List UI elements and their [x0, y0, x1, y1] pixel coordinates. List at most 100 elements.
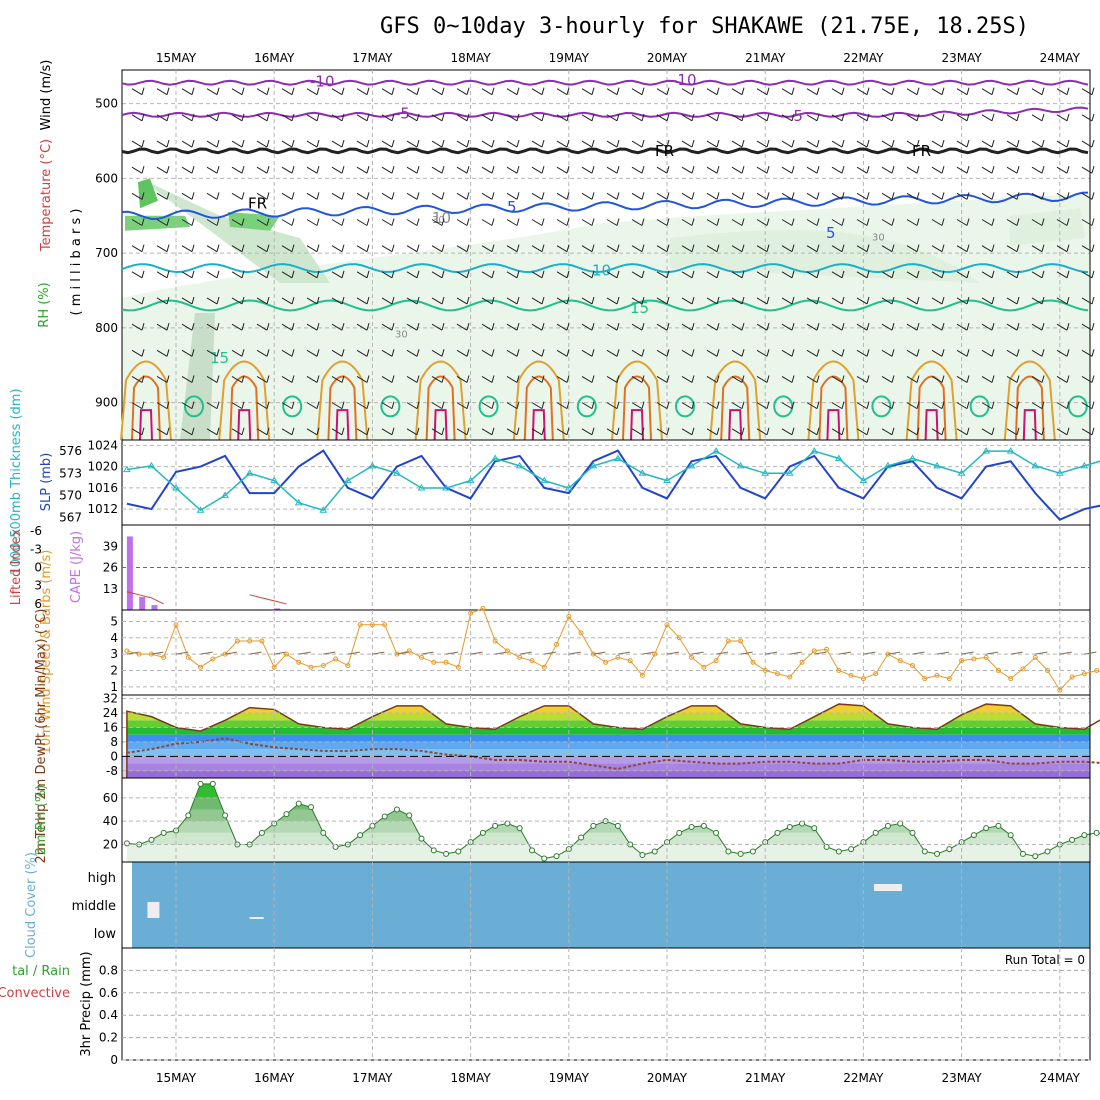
wind-barb [991, 218, 995, 226]
wind-barb [641, 113, 645, 121]
wind-barb [906, 428, 918, 436]
wind-barb [656, 219, 668, 226]
wind-barb [431, 349, 443, 357]
wind-barb [266, 244, 270, 252]
contour-label: 30 [432, 215, 445, 226]
wind-barb [491, 270, 495, 278]
cape-bar [139, 596, 146, 610]
wind10-point [774, 671, 780, 677]
rh-shade-mid [140, 178, 330, 284]
wind-barb [1031, 402, 1043, 410]
date-label-bottom: 21MAY [745, 1071, 786, 1085]
wind-barb [966, 323, 970, 331]
wind10-barb [1010, 651, 1023, 655]
wind-barb [1041, 244, 1045, 252]
wind-barb [216, 323, 220, 331]
wind-barb [556, 88, 568, 96]
wind-barb [281, 376, 293, 383]
wind-barb [781, 114, 793, 122]
wind-barb [166, 270, 170, 278]
wind10-barb [863, 651, 876, 655]
wind-barb [266, 296, 270, 305]
wind-barb [781, 297, 793, 305]
wind-barb [731, 376, 743, 383]
rh2m-point [578, 834, 585, 841]
wind-barb [531, 271, 543, 279]
rh2m-point [1032, 853, 1039, 860]
wind-barb [166, 166, 170, 174]
wind-barb [756, 192, 768, 200]
wind-barb [406, 140, 418, 148]
wind-barb [641, 87, 645, 95]
wind-barb [631, 402, 643, 410]
wind-barb [956, 297, 968, 305]
wind-barb [866, 349, 870, 357]
wind-barb [281, 297, 293, 305]
wind-barb [831, 219, 843, 226]
wind-barb [166, 192, 170, 200]
wind-barb [606, 114, 618, 122]
wind-barb [756, 376, 768, 383]
wind-barb [256, 376, 268, 383]
wind10-point [566, 614, 572, 620]
wind10-barb [838, 651, 851, 655]
wind-barb [331, 271, 343, 279]
rh-tick: 40 [103, 814, 118, 828]
wind-barb [1016, 192, 1020, 200]
wind-barb [191, 113, 195, 121]
rh2m-point [123, 840, 130, 847]
wind-barb [566, 349, 570, 357]
wind10-barb [274, 651, 287, 655]
wind-barb [741, 375, 745, 383]
cloud-level-label: low [94, 927, 117, 942]
wind-barb [966, 244, 970, 252]
wind-barb [941, 244, 945, 252]
wind-barb [731, 402, 743, 410]
wind-barb [266, 349, 270, 357]
wind-barb [256, 219, 268, 226]
wind-barb [791, 87, 795, 95]
wind-barb [416, 349, 420, 357]
wind-barb [456, 166, 468, 174]
low-contour-darkorange [523, 375, 554, 441]
wind-barb [481, 192, 493, 200]
wind-barb [666, 375, 670, 383]
wind-barb [641, 192, 645, 200]
low-contour-pink [433, 409, 448, 441]
wind10-barb [151, 651, 164, 655]
wind10-barb [936, 651, 950, 655]
wind10-point [1094, 667, 1100, 673]
rh2m-point [209, 780, 216, 787]
slp-tick: 1024 [87, 438, 118, 452]
wind10-barb [765, 651, 778, 655]
wind-barb [931, 245, 943, 253]
wind-barb [291, 349, 295, 357]
wind-barb [931, 271, 943, 279]
wind-barb [516, 87, 520, 95]
wind-barb [1041, 166, 1045, 174]
wind-barb [556, 219, 568, 226]
wind-barb [266, 401, 270, 409]
wind-barb [541, 192, 545, 200]
wind10-point [136, 651, 142, 657]
wind-barb [506, 428, 518, 436]
wind-barb [531, 140, 543, 148]
wind-barb [331, 428, 343, 436]
wind-barb [756, 140, 768, 148]
wind-barb [916, 427, 920, 435]
wind-barb [1031, 192, 1043, 200]
wind-barb [631, 349, 643, 357]
wind-barb [181, 402, 193, 410]
wind-barb [591, 270, 595, 278]
temp-tick: 16 [103, 720, 118, 734]
wind-barb [756, 428, 768, 436]
wind-barb [1041, 375, 1045, 383]
wind-barb [516, 375, 520, 383]
wind-barb [256, 140, 268, 148]
wind-barb [606, 166, 618, 174]
wind-barb [556, 114, 568, 122]
wind-barb [206, 428, 218, 436]
wind-barb [216, 427, 220, 435]
isotherm-15 [121, 299, 1089, 312]
wind-barb [1091, 87, 1095, 95]
